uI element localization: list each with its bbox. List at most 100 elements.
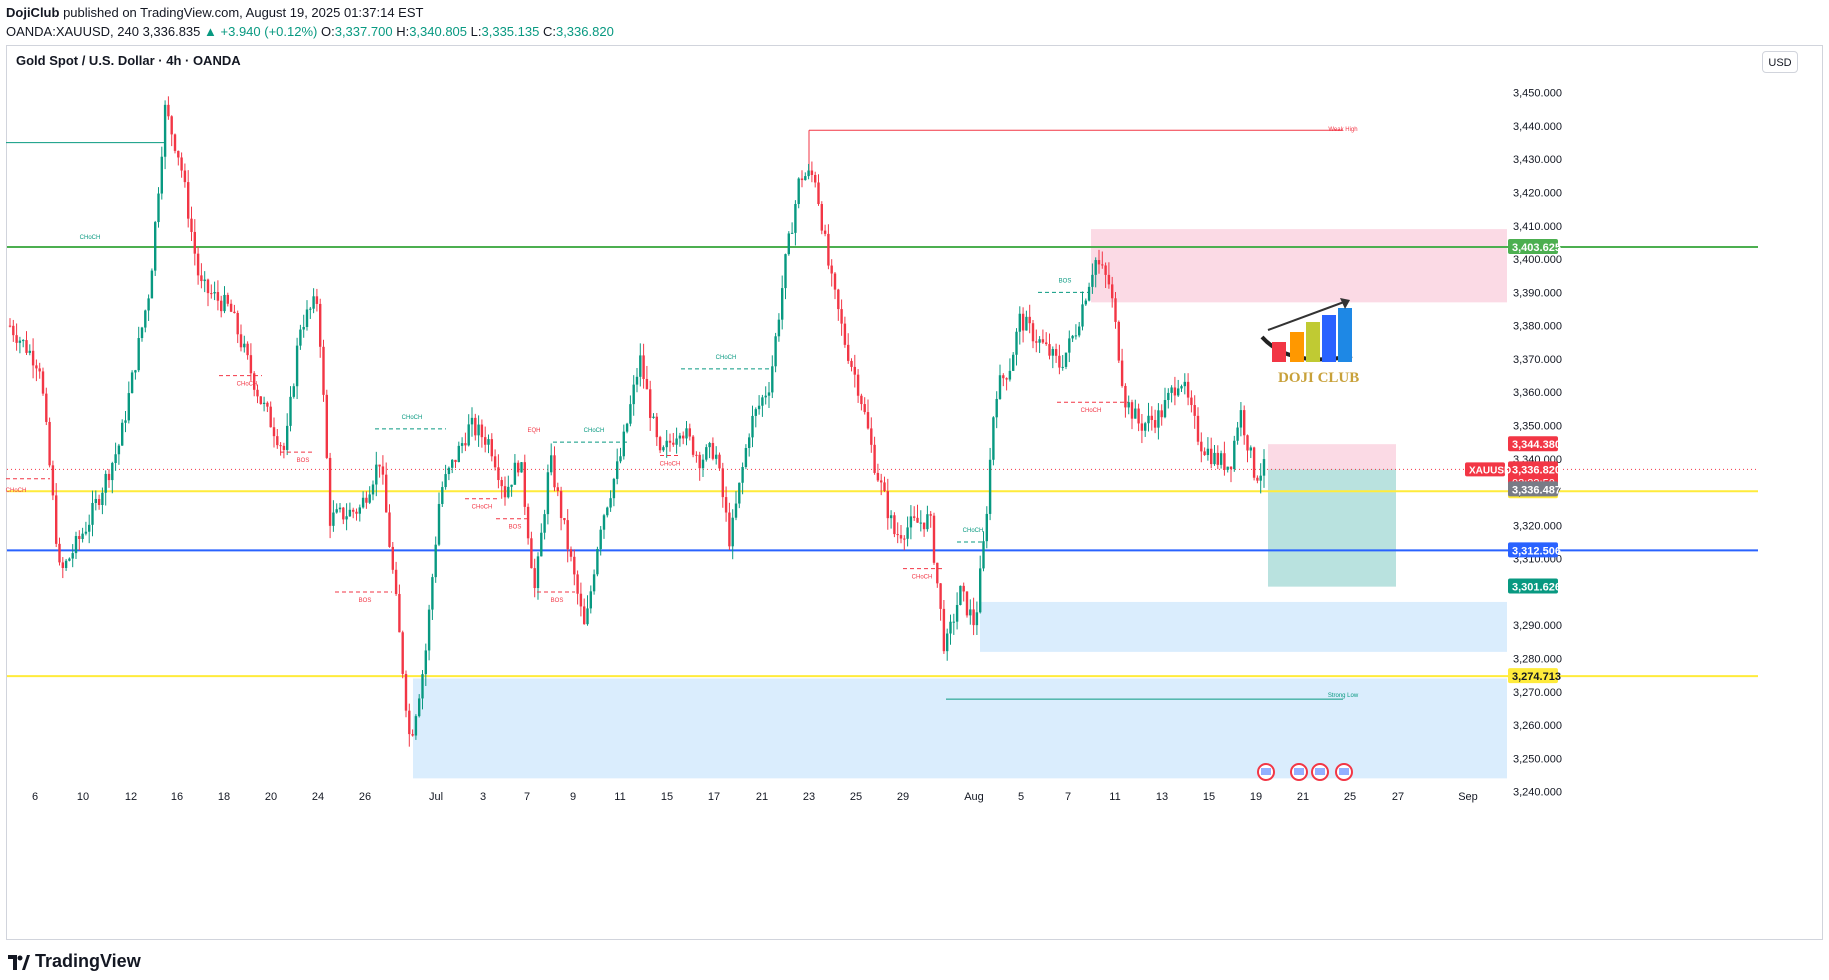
candle-body — [381, 466, 385, 475]
candle-body — [127, 393, 130, 421]
time-axis-label: 6 — [32, 791, 38, 803]
candle-body — [375, 464, 378, 485]
candle-body — [784, 254, 787, 289]
candle-body — [949, 621, 952, 634]
candle-body — [424, 650, 427, 675]
price-axis-label: 3,440.000 — [1513, 121, 1562, 133]
candle-body — [668, 440, 672, 443]
candle-body — [599, 529, 602, 549]
price-change: ▲ +3.940 (+0.12%) — [204, 24, 318, 39]
structure-label: CHoCH — [237, 382, 258, 388]
candle-body — [556, 487, 559, 491]
candle-body — [992, 417, 995, 460]
candle-body — [101, 492, 104, 506]
level-price-tag: 3,312.506 — [1512, 545, 1561, 557]
candle-body — [8, 325, 12, 327]
candle-body — [328, 457, 332, 526]
candle-body — [975, 612, 979, 626]
candle-body — [883, 482, 886, 492]
candle-body — [431, 577, 434, 610]
candle-body — [840, 309, 843, 324]
candle-body — [688, 428, 691, 437]
candle-body — [358, 507, 361, 514]
candle-body — [886, 491, 889, 519]
structure-label: BOS — [551, 598, 564, 604]
publisher-name[interactable]: DojiClub — [6, 5, 60, 20]
time-axis-label: 25 — [1344, 791, 1356, 803]
chart-pane[interactable] — [6, 45, 1823, 940]
candle-body — [856, 374, 860, 396]
candle-body — [48, 421, 51, 466]
candle-body — [170, 116, 173, 135]
candle-body — [797, 178, 800, 205]
tradingview-brand[interactable]: TradingView — [8, 951, 141, 972]
candle-body — [682, 435, 685, 439]
candle-body — [609, 498, 612, 508]
candle-body — [616, 461, 619, 479]
high-value: 3,340.805 — [409, 24, 468, 39]
candle-body — [533, 568, 536, 589]
candle-body — [447, 467, 451, 475]
logo-bar — [1290, 332, 1304, 362]
candle-body — [899, 535, 903, 539]
candle-body — [391, 546, 394, 570]
candle-body — [833, 273, 837, 290]
candle-body — [365, 497, 368, 503]
candle-body — [451, 459, 454, 468]
structure-label: CHoCH — [716, 355, 737, 361]
publisher-line: DojiClub published on TradingView.com, A… — [6, 4, 614, 21]
currency-selector[interactable]: USD — [1762, 51, 1798, 73]
open-value: 3,337.700 — [334, 24, 393, 39]
candle-body — [319, 303, 322, 347]
candle-body — [408, 710, 411, 735]
candle-body — [1239, 410, 1243, 428]
candle-body — [1058, 355, 1061, 368]
candle-body — [256, 389, 259, 397]
candle-body — [464, 443, 467, 446]
candle-body — [236, 313, 239, 335]
time-axis-label: 24 — [312, 791, 324, 803]
candle-body — [1200, 441, 1203, 452]
candle-body — [645, 378, 649, 390]
candle-body — [200, 275, 203, 282]
candle-body — [292, 386, 295, 397]
candle-body — [592, 574, 596, 592]
level-price-tag-bg — [1508, 668, 1558, 684]
candle-body — [1137, 408, 1140, 424]
candle-body — [15, 335, 18, 343]
candle-body — [470, 417, 474, 425]
candle-body — [154, 222, 157, 271]
structure-label: BOS — [1059, 278, 1072, 284]
open-label: O: — [320, 24, 335, 39]
candle-body — [1064, 352, 1068, 367]
candle-body — [203, 279, 206, 282]
candle-body — [530, 538, 533, 569]
candle-body — [642, 355, 645, 379]
candle-body — [731, 517, 734, 547]
candle-body — [757, 405, 761, 410]
price-axis-label: 3,350.000 — [1513, 421, 1562, 433]
price-axis-label: 3,320.000 — [1513, 520, 1562, 532]
candle-body — [223, 294, 226, 312]
time-axis-label: 9 — [570, 791, 576, 803]
candles-group — [8, 96, 1266, 747]
candle-body — [111, 462, 114, 481]
candle-body — [876, 472, 880, 481]
chart-title: Gold Spot / U.S. Dollar · 4h · OANDA — [16, 53, 241, 68]
candle-body — [467, 424, 470, 446]
candle-body — [289, 396, 292, 426]
candle-body — [394, 569, 398, 594]
candle-body — [596, 548, 599, 575]
candle-body — [1262, 459, 1266, 476]
candle-body — [418, 698, 421, 717]
candle-body — [266, 402, 269, 407]
candle-body — [342, 507, 345, 520]
candle-body — [378, 464, 381, 467]
candle-body — [309, 308, 312, 310]
candle-body — [1226, 466, 1229, 470]
candle-body — [216, 292, 220, 301]
candle-body — [589, 591, 592, 609]
candle-body — [121, 422, 124, 446]
candle-body — [629, 404, 632, 424]
